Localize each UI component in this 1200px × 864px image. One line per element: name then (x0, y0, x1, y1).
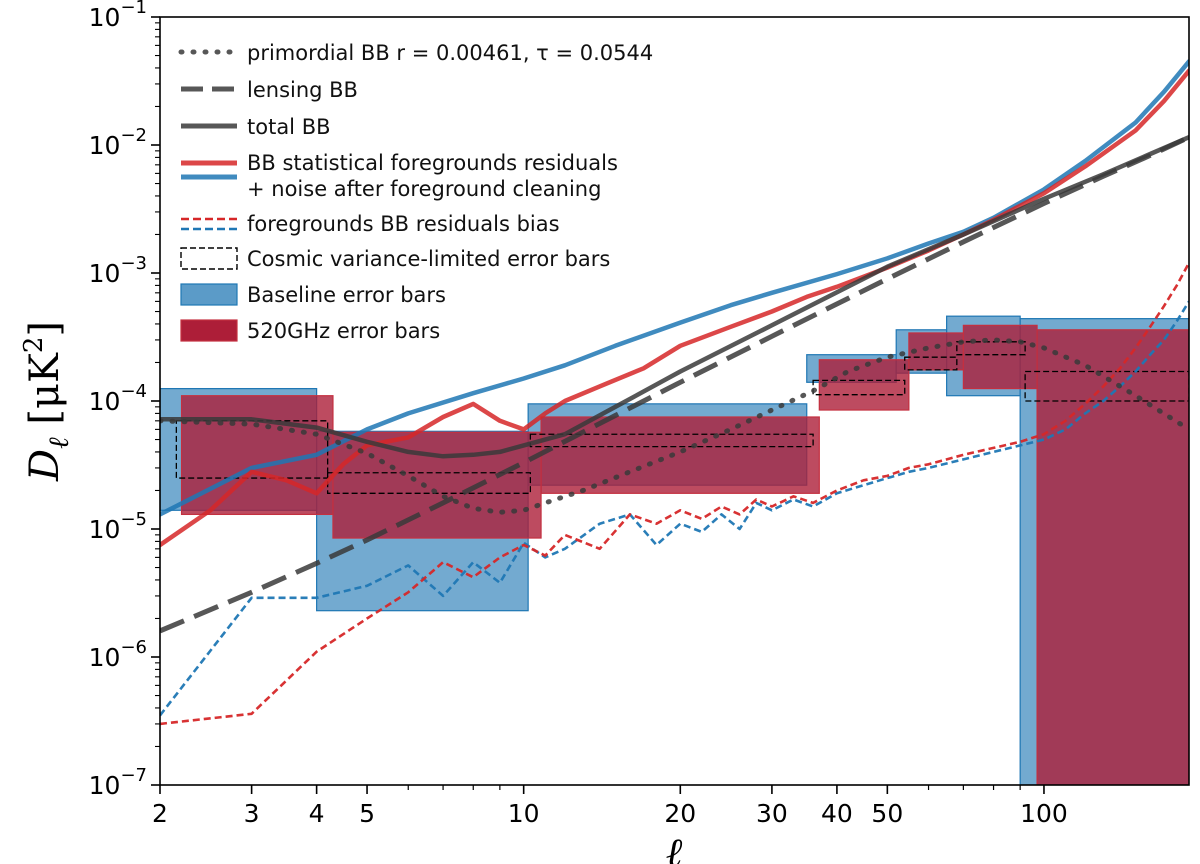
x-tick-label: 5 (359, 799, 375, 828)
cosmic-variance-error-box (812, 379, 906, 396)
cosmic-variance-error-box (904, 356, 958, 371)
x-tick-label: 20 (664, 799, 696, 828)
cosmic-variance-error-box (956, 341, 1026, 356)
y-tick-label: 10−7 (89, 765, 147, 800)
520ghz-error-box (1036, 329, 1189, 785)
y-axis-label: Dℓ [μK2] (19, 321, 75, 482)
cosmic-variance-error-box (529, 433, 814, 448)
series-line (160, 300, 1189, 717)
x-tick-label: 50 (871, 799, 903, 828)
x-tick-label: 4 (309, 799, 325, 828)
error-bar-boxes (160, 315, 1189, 785)
legend-item: Cosmic variance-limited error bars (180, 247, 610, 271)
legend-item: total BB (181, 115, 331, 139)
legend-item: 520GHz error bars (180, 319, 440, 343)
x-tick-label: 2 (152, 799, 168, 828)
legend-item: foregrounds BB residuals bias (181, 212, 560, 236)
y-tick-label: 10−2 (89, 125, 147, 160)
series-line (160, 59, 1189, 517)
x-axis-label: ℓ (666, 830, 683, 864)
y-tick-label: 10−5 (89, 509, 147, 544)
x-tick-label: 3 (244, 799, 260, 828)
legend-item: primordial BB r = 0.00461, τ = 0.0544 (178, 41, 653, 65)
svg-text:foregrounds BB residuals bias: foregrounds BB residuals bias (247, 212, 560, 236)
svg-text:total BB: total BB (247, 115, 331, 139)
axis-ticks: 2 3 4 5 10 20 30 40 50 100 10−7 10−6 10−5 10−4 10−3 10−… (89, 0, 1068, 828)
y-tick-label: 10−1 (89, 0, 147, 32)
svg-text:primordial BB r = 0.00461, τ =: primordial BB r = 0.00461, τ = 0.0544 (247, 41, 653, 65)
y-tick-label: 10−6 (89, 637, 147, 672)
x-tick-label: 30 (756, 799, 788, 828)
series-line (160, 262, 1189, 726)
x-tick-label: 100 (1020, 799, 1068, 828)
svg-text:BB statistical foregrounds res: BB statistical foregrounds residuals (247, 151, 618, 175)
x-tick-label: 10 (508, 799, 540, 828)
cosmic-variance-error-box (1024, 370, 1189, 402)
svg-text:520GHz error bars: 520GHz error bars (247, 319, 440, 343)
y-tick-label: 10−3 (89, 253, 147, 288)
legend: primordial BB r = 0.00461, τ = 0.0544 len… (178, 41, 653, 343)
series-line (160, 337, 1189, 515)
520ghz-error-box (540, 416, 820, 494)
svg-text:Cosmic variance-limited error: Cosmic variance-limited error bars (247, 247, 610, 271)
spectrum-lines (160, 59, 1189, 726)
svg-text:lensing BB: lensing BB (247, 78, 358, 102)
legend-item: Baseline error bars (180, 283, 446, 307)
520ghz-error-box (908, 332, 964, 371)
520ghz-error-box (818, 359, 910, 411)
legend-item: BB statistical foregrounds residuals + n… (181, 151, 618, 201)
y-tick-label: 10−4 (89, 381, 147, 416)
series-line (160, 134, 1189, 634)
legend-item: lensing BB (181, 78, 358, 102)
x-tick-label: 40 (821, 799, 853, 828)
520ghz-error-box (962, 324, 1038, 390)
svg-text:Baseline error bars: Baseline error bars (247, 283, 446, 307)
series-line (160, 134, 1189, 459)
svg-text:+ noise after foreground clean: + noise after foreground cleaning (247, 177, 601, 201)
